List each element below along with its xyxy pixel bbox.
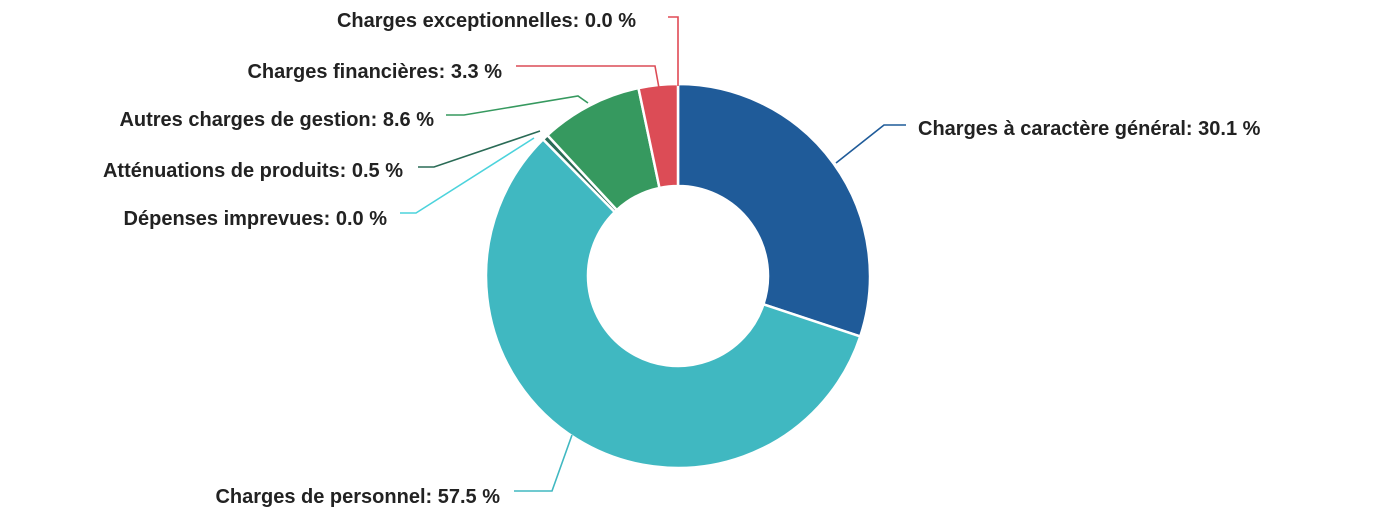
connector-autres-charges-de-gestion xyxy=(446,95,589,116)
connector-attenuations-de-produits xyxy=(418,130,541,168)
label-charges-exceptionnelles: Charges exceptionnelles: 0.0 % xyxy=(337,10,636,32)
slice-charges-financieres xyxy=(636,82,680,190)
label-charges-a-caractere-general: Charges à caractère général: 30.1 % xyxy=(918,118,1261,140)
slice-charges-de-personnel xyxy=(484,137,862,470)
label-attenuations-de-produits: Atténuations de produits: 0.5 % xyxy=(103,160,403,182)
connector-charges-a-caractere-general xyxy=(835,124,906,164)
connectors-layer xyxy=(400,16,906,492)
connector-charges-exceptionnelles xyxy=(668,16,679,86)
connector-depenses-imprevues xyxy=(400,137,535,214)
connector-charges-financieres xyxy=(516,65,660,89)
labels-layer: Charges à caractère général: 30.1 % Charg… xyxy=(103,10,1261,508)
slices-layer xyxy=(484,82,872,470)
slice-charges-a-caractere-general xyxy=(676,82,872,339)
connector-charges-de-personnel xyxy=(514,434,573,492)
label-autres-charges-de-gestion: Autres charges de gestion: 8.6 % xyxy=(119,109,434,131)
label-charges-de-personnel: Charges de personnel: 57.5 % xyxy=(215,486,500,508)
label-charges-financieres: Charges financières: 3.3 % xyxy=(247,61,502,83)
label-depenses-imprevues: Dépenses imprevues: 0.0 % xyxy=(124,208,388,230)
